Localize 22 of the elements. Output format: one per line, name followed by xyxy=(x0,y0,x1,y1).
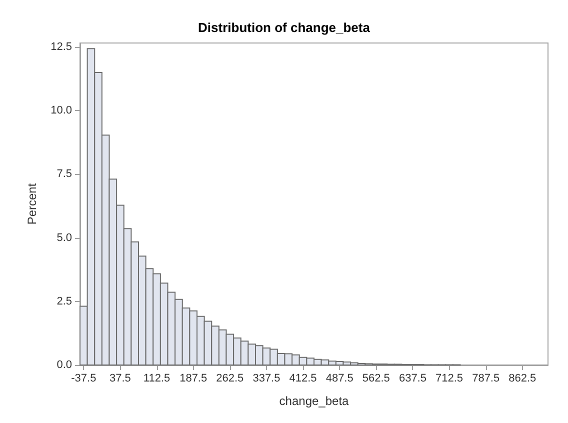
x-tick-label: 337.5 xyxy=(252,372,280,384)
y-tick-label: 5.0 xyxy=(56,232,72,244)
x-tick-label: 187.5 xyxy=(180,372,208,384)
y-axis-title: Percent xyxy=(25,182,39,225)
x-tick-label: 37.5 xyxy=(110,372,131,384)
x-tick-label: 637.5 xyxy=(398,372,426,384)
x-tick-label: 712.5 xyxy=(436,372,464,384)
y-tick-label: 12.5 xyxy=(50,41,72,54)
y-tick-label: 10.0 xyxy=(50,104,72,117)
x-tick-label: 562.5 xyxy=(362,372,390,384)
x-tick-label: 787.5 xyxy=(472,372,500,384)
x-tick-label: 862.5 xyxy=(508,372,536,384)
chart-title: Distribution of change_beta xyxy=(198,20,371,35)
x-axis-title: change_beta xyxy=(279,394,350,408)
x-tick-label: 262.5 xyxy=(216,372,244,384)
y-tick-label: 7.5 xyxy=(56,168,72,180)
y-tick-label: 0.0 xyxy=(56,359,72,371)
x-tick-label: 112.5 xyxy=(143,372,170,384)
x-tick-label: 487.5 xyxy=(326,372,354,384)
x-tick-label: 412.5 xyxy=(289,372,317,384)
x-tick-label: -37.5 xyxy=(71,372,96,384)
y-tick-label: 2.5 xyxy=(56,295,72,308)
